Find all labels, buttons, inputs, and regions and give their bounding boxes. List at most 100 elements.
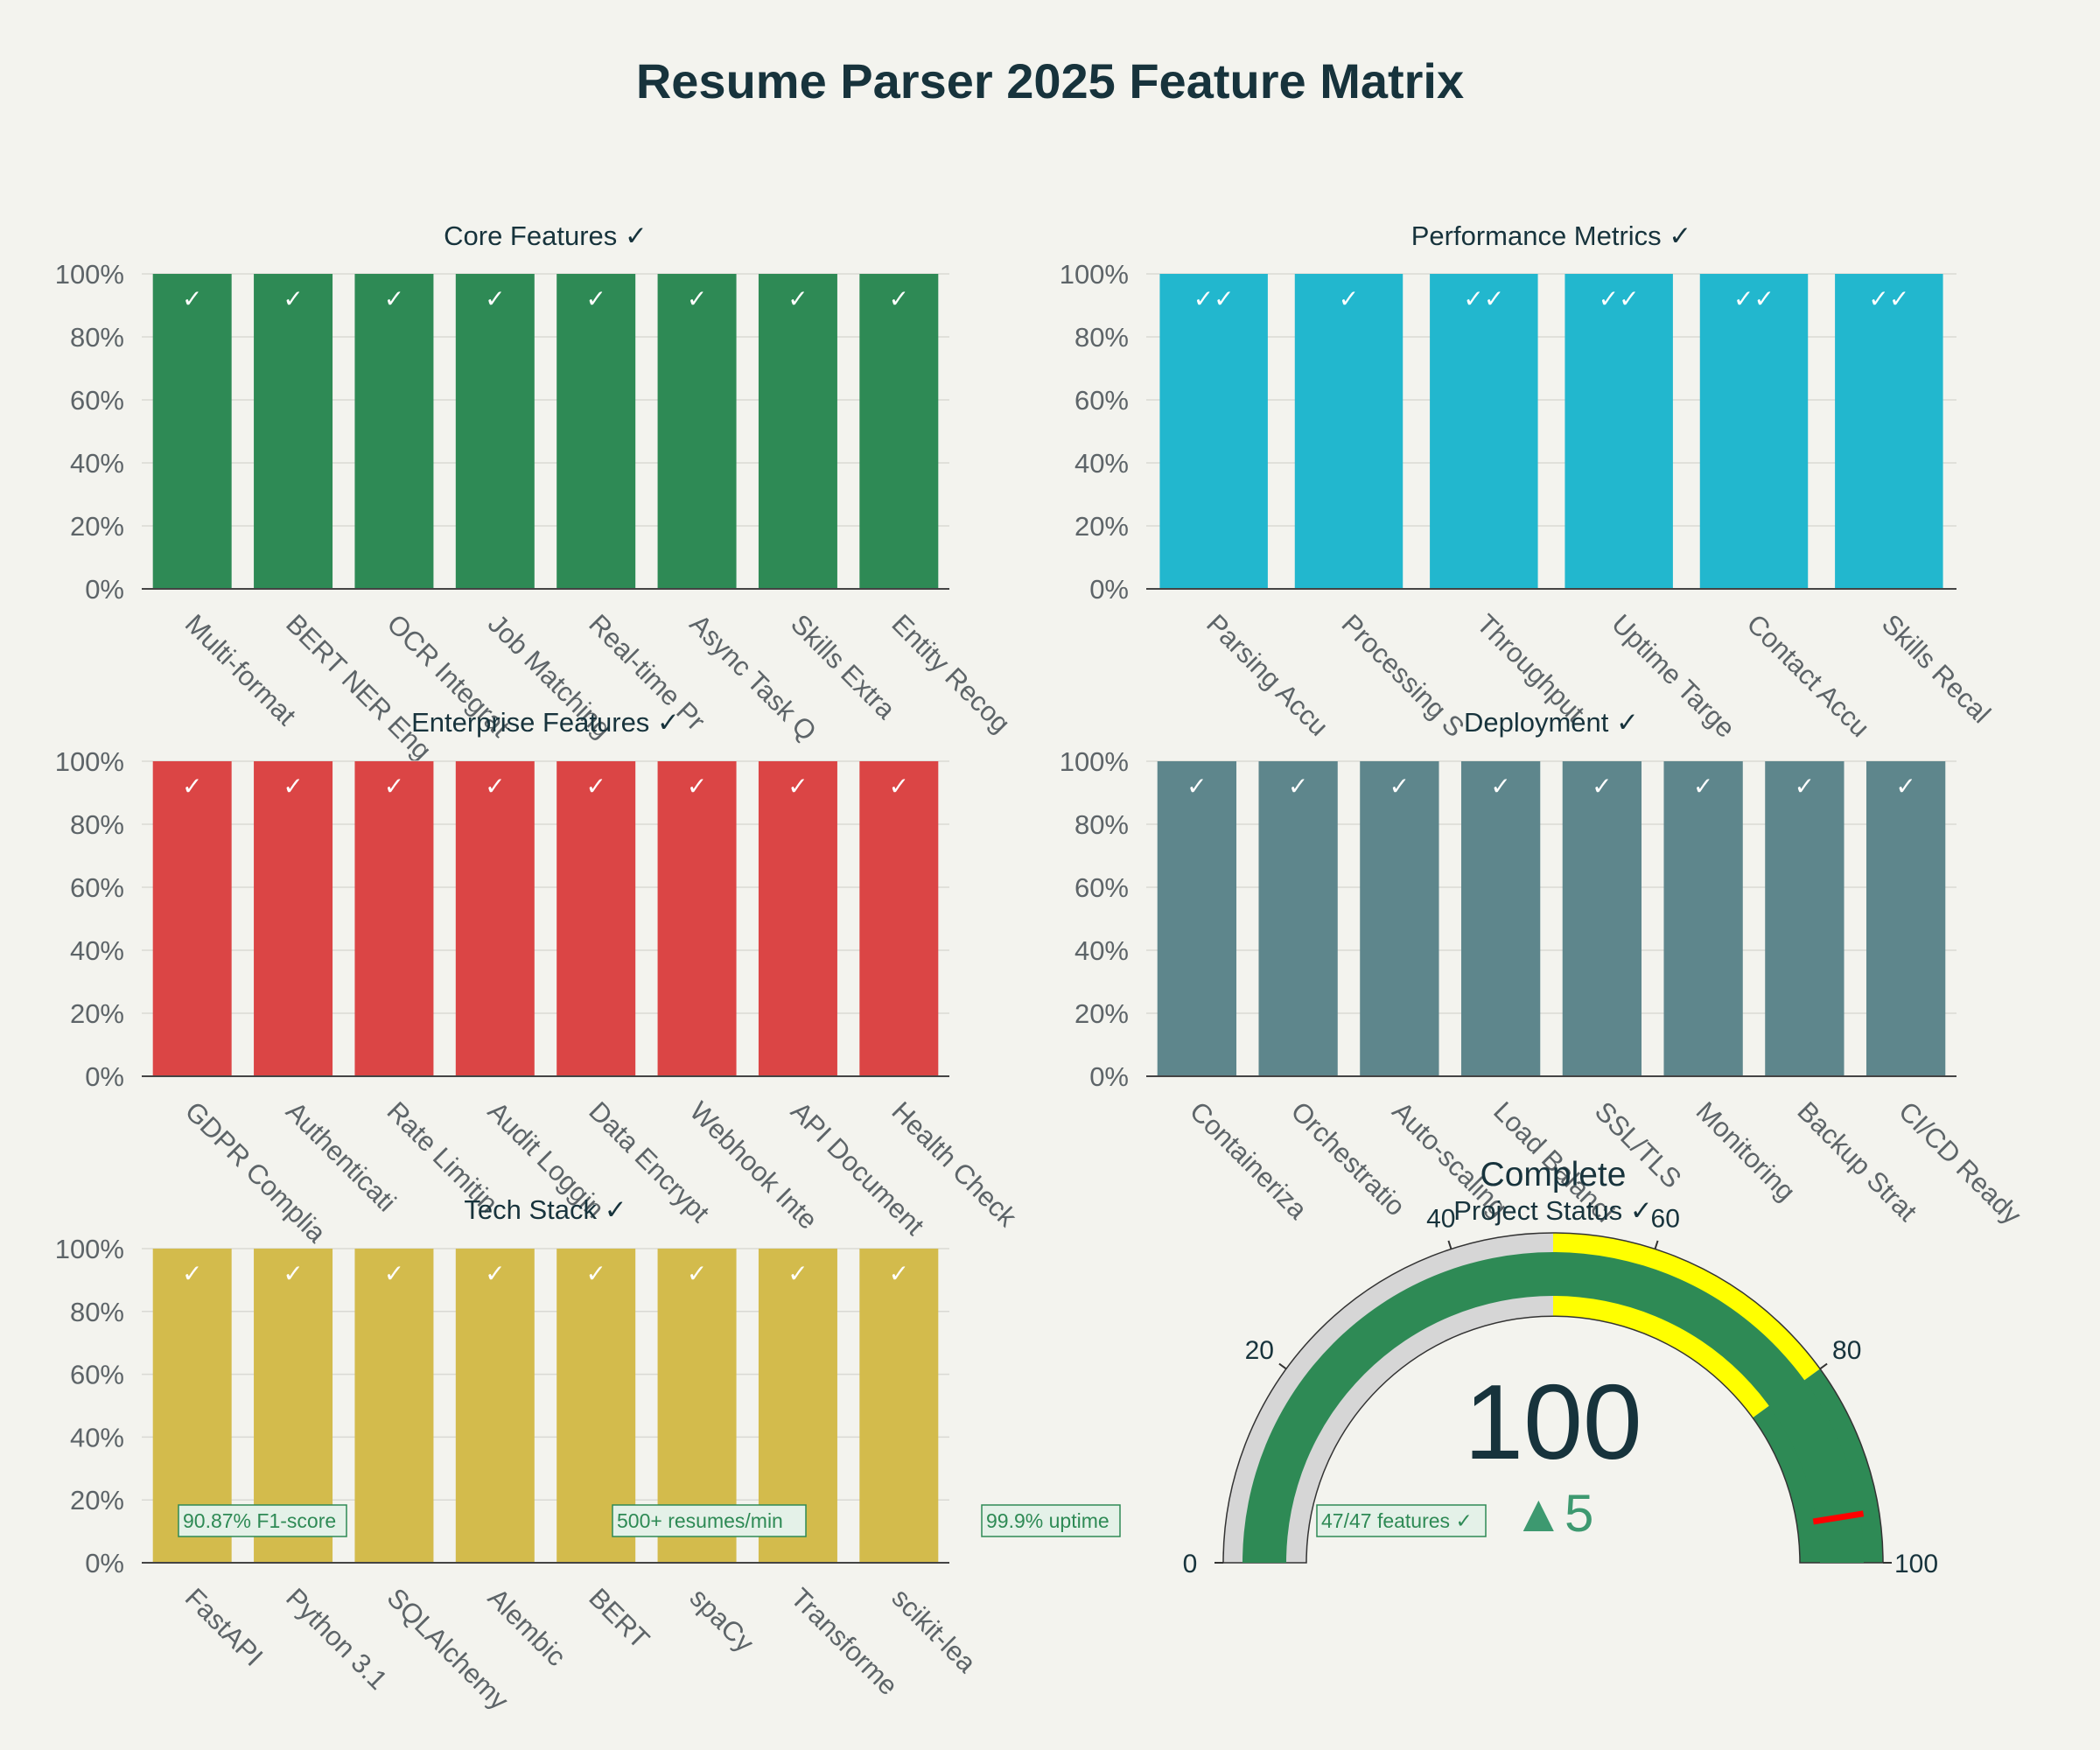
bar-data-label: ✓	[1895, 773, 1915, 800]
y-tick-label: 0%	[85, 1548, 124, 1578]
bar	[254, 274, 333, 589]
annotation-frame	[178, 1504, 347, 1537]
gauge-tick	[1447, 1240, 1452, 1250]
bar	[556, 274, 636, 589]
bar-data-label: ✓✓	[1868, 285, 1909, 312]
gauge-tick-label: 0	[1183, 1550, 1198, 1578]
bar-data-label: ✓	[1795, 773, 1815, 800]
y-tick-label: 0%	[1089, 1061, 1129, 1092]
gauge-value: 100	[1464, 1362, 1642, 1481]
panel-title: Enterprise Features ✓	[411, 707, 680, 738]
bar-data-label: ✓	[788, 285, 808, 312]
bar	[1564, 274, 1673, 589]
gauge-title: Complete	[1480, 1156, 1627, 1194]
bar-panel-5: 0%20%40%60%80%100%✓FastAPI✓Python 3.1✓SQ…	[55, 1194, 983, 1716]
panel-title: Tech Stack ✓	[464, 1194, 626, 1225]
annotation-box: 500+ resumes/min	[612, 1504, 807, 1537]
gauge-threshold-marker	[1812, 1510, 1865, 1525]
bar	[354, 761, 434, 1076]
annotation-text: 99.9% uptime	[986, 1509, 1110, 1532]
bar	[455, 1249, 535, 1563]
bar-data-label: ✓	[585, 285, 606, 312]
bar-data-label: ✓✓	[1733, 285, 1774, 312]
x-tick-label: Alembic	[482, 1582, 572, 1672]
bar-data-label: ✓	[687, 285, 707, 312]
y-tick-label: 20%	[1074, 511, 1129, 542]
bar	[1360, 761, 1439, 1076]
bar-data-label: ✓	[1390, 773, 1410, 800]
x-tick-label: Transforme	[785, 1582, 904, 1701]
bar	[455, 761, 535, 1076]
y-tick-label: 100%	[55, 259, 124, 290]
y-tick-label: 0%	[85, 1061, 124, 1092]
x-tick-label: FastAPI	[179, 1582, 270, 1672]
panel-title: Core Features ✓	[444, 220, 648, 251]
annotation-frame	[612, 1504, 807, 1537]
x-tick-label: Skills Recal	[1876, 608, 1997, 729]
bar	[758, 761, 837, 1076]
x-tick-label: Processing S	[1336, 608, 1471, 743]
y-tick-label: 100%	[55, 746, 124, 777]
y-tick-label: 80%	[70, 1297, 124, 1327]
bar-data-label: ✓	[788, 1260, 808, 1287]
y-tick-label: 40%	[70, 448, 124, 479]
y-tick-label: 40%	[70, 1422, 124, 1452]
gauge-tick-label: 40	[1426, 1204, 1455, 1233]
x-tick-label: scikit-lea	[886, 1582, 983, 1679]
bar	[1159, 274, 1268, 589]
bar	[354, 1249, 434, 1563]
panel-title: Deployment ✓	[1464, 707, 1639, 738]
bar	[859, 274, 939, 589]
bar	[1258, 761, 1338, 1076]
y-tick-label: 100%	[1060, 259, 1129, 290]
bar	[1866, 761, 1946, 1076]
gauge-value-bar	[1242, 1252, 1864, 1563]
bar-data-label: ✓	[1288, 773, 1308, 800]
annotation-box: 90.87% F1-score	[178, 1504, 347, 1537]
y-tick-label: 80%	[1074, 322, 1129, 353]
gauge-subtitle: Project Status ✓	[1453, 1195, 1653, 1226]
bar	[657, 274, 737, 589]
bar	[1430, 274, 1538, 589]
annotation-boxes: 90.87% F1-score 500+ resumes/min 99.9% upt…	[178, 1504, 1487, 1537]
x-tick-label: spaCy	[684, 1582, 760, 1658]
y-tick-label: 80%	[1074, 809, 1129, 840]
gauge-tick-label: 100	[1894, 1550, 1938, 1578]
bar-panel-4: 0%20%40%60%80%100%✓Containeriza✓Orchestr…	[1060, 707, 2028, 1230]
panel-title: Performance Metrics ✓	[1411, 220, 1692, 251]
bar-data-label: ✓	[1490, 773, 1510, 800]
x-tick-label: Python 3.1	[280, 1582, 394, 1696]
bar-data-label: ✓	[182, 773, 202, 800]
bar	[859, 761, 939, 1076]
y-tick-label: 20%	[1074, 998, 1129, 1029]
x-tick-label: Entity Recog	[886, 608, 1016, 738]
bar	[1294, 274, 1404, 589]
bar-data-label: ✓	[1693, 773, 1713, 800]
bar-data-label: ✓	[1592, 773, 1612, 800]
annotation-text: 90.87% F1-score	[183, 1509, 336, 1532]
bar	[1765, 761, 1844, 1076]
annotation-box: 99.9% uptime	[981, 1504, 1121, 1537]
gauge-tick	[1819, 1362, 1828, 1370]
bar-data-label: ✓	[384, 773, 404, 800]
y-tick-label: 20%	[70, 998, 124, 1029]
x-tick-label: Contact Accu	[1741, 608, 1876, 743]
bar-data-label: ✓	[283, 773, 303, 800]
bar	[556, 761, 636, 1076]
y-tick-label: 20%	[70, 511, 124, 542]
gauge-outline	[1222, 1232, 1884, 1564]
annotation-box: 47/47 features ✓	[1316, 1504, 1487, 1537]
annotation-text: 500+ resumes/min	[617, 1509, 783, 1532]
bar	[1562, 761, 1642, 1076]
annotation-text: 47/47 features ✓	[1321, 1509, 1473, 1532]
y-tick-label: 20%	[70, 1485, 124, 1516]
x-tick-label: Monitoring	[1690, 1096, 1802, 1207]
gauge-tick-label: 60	[1651, 1204, 1680, 1233]
bar-data-label: ✓	[1186, 773, 1207, 800]
bar-data-label: ✓	[485, 285, 505, 312]
gauge-step-1	[1223, 1233, 1553, 1563]
y-tick-label: 0%	[1089, 574, 1129, 605]
bar	[254, 761, 333, 1076]
bar-data-label: ✓	[1339, 285, 1359, 312]
